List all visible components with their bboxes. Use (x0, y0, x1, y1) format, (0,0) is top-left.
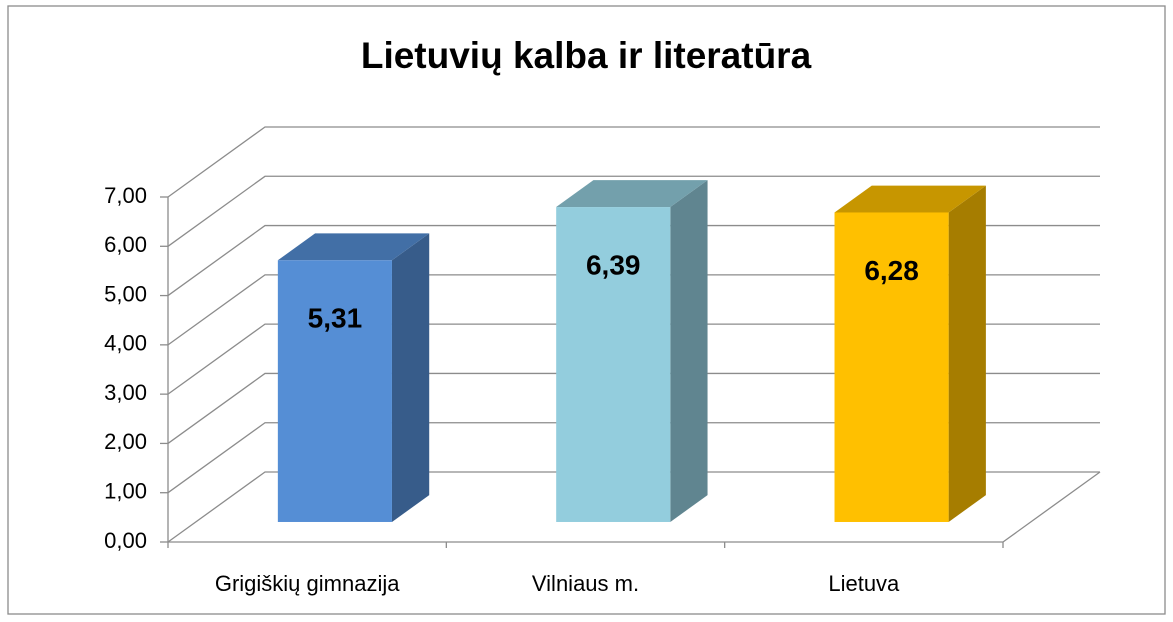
y-tick-label: 2,00 (104, 429, 147, 454)
x-tick-label: Grigiškių gimnazija (215, 571, 400, 596)
grid-line (167, 175, 1100, 247)
bar (277, 260, 392, 522)
data-label: 6,28 (864, 255, 919, 286)
bar-side (391, 233, 430, 522)
grid-line (167, 274, 1100, 346)
grid-line (167, 126, 1100, 198)
y-tick-label: 0,00 (104, 528, 147, 553)
chart-title: Lietuvių kalba ir literatūra (361, 35, 812, 76)
bar-top (556, 180, 708, 208)
x-tick-label: Vilniaus m. (532, 571, 639, 596)
data-label: 5,31 (308, 303, 363, 334)
grid-line (167, 224, 1100, 297)
bar (834, 212, 949, 522)
bar-top (834, 185, 986, 213)
grid-line (167, 323, 1100, 395)
data-label: 6,39 (586, 249, 641, 280)
bar-side (948, 185, 986, 522)
bar-top (277, 233, 430, 261)
grid-line (167, 422, 1100, 494)
y-tick-label: 1,00 (104, 479, 147, 504)
bar-side (670, 180, 708, 522)
y-tick-label: 5,00 (104, 281, 147, 306)
y-tick-label: 4,00 (104, 331, 147, 356)
bar (556, 207, 671, 522)
grid-line (167, 372, 1100, 444)
x-tick-label: Lietuva (828, 571, 900, 596)
y-tick-label: 3,00 (104, 380, 147, 405)
y-tick-label: 7,00 (104, 183, 147, 208)
y-tick-label: 6,00 (104, 232, 147, 257)
grid-line (167, 471, 1100, 543)
